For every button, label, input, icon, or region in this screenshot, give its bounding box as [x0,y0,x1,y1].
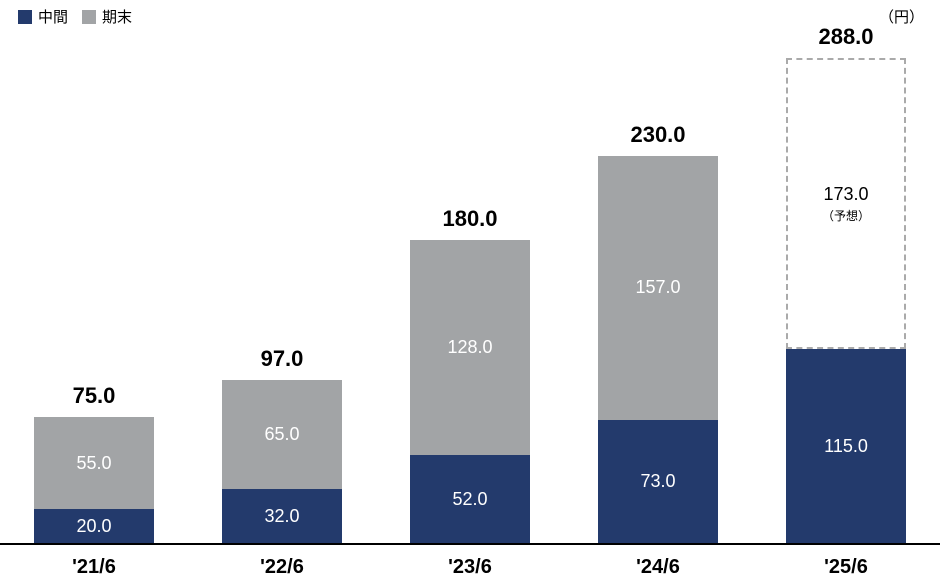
bar-segment-interim: 115.0 [786,349,906,543]
segment-value: 65.0 [264,424,299,445]
x-axis-label: '24/6 [598,556,718,579]
legend-item-interim: 中間 [18,6,68,27]
segment-value: 157.0 [635,277,680,298]
bar-stack: 73.0 157.0 [598,156,718,543]
legend-item-final: 期末 [82,6,132,27]
bar-slot: 52.0 128.0 180.0 [410,40,530,543]
bar-stack: 20.0 55.0 [34,417,154,543]
bar-segment-interim: 73.0 [598,420,718,543]
bar-slot: 20.0 55.0 75.0 [34,40,154,543]
x-axis-label: '25/6 [786,556,906,579]
bar-segment-interim: 20.0 [34,509,154,543]
bar-segment-final: 55.0 [34,417,154,510]
legend-label-interim: 中間 [38,6,68,27]
segment-value: 115.0 [824,436,868,457]
bar-stack: 32.0 65.0 [222,380,342,543]
segment-value: 55.0 [76,453,111,474]
bar-segment-interim: 32.0 [222,489,342,543]
segment-value: 32.0 [264,506,299,527]
bars-container: 20.0 55.0 75.0 32.0 65.0 97.0 52.0 128.0 180.0 73… [0,40,940,543]
segment-value: 173.0 [823,184,868,205]
bar-segment-final: 157.0 [598,156,718,420]
bar-segment-interim: 52.0 [410,455,530,543]
bar-total: 97.0 [222,346,342,372]
bar-segment-final: 65.0 [222,380,342,489]
x-axis-label: '22/6 [222,556,342,579]
bar-segment-final: 173.0 （予想） [786,58,906,349]
x-axis-label: '23/6 [410,556,530,579]
bar-slot: 73.0 157.0 230.0 [598,40,718,543]
segment-value: 20.0 [76,516,111,537]
bar-stack: 52.0 128.0 [410,240,530,543]
segment-subnote: （予想） [822,207,870,224]
legend-label-final: 期末 [102,6,132,27]
x-axis-label: '21/6 [34,556,154,579]
segment-value: 128.0 [447,337,492,358]
plot-area: 20.0 55.0 75.0 32.0 65.0 97.0 52.0 128.0 180.0 73… [0,40,940,545]
dividend-bar-chart: 中間 期末 （円） 20.055.075.032.065.097.052.012… [0,0,940,585]
bar-slot: 115.0173.0（予想）288.0 [786,40,906,543]
bar-total: 75.0 [34,383,154,409]
legend-swatch-final [82,10,96,24]
bar-slot: 32.0 65.0 97.0 [222,40,342,543]
bar-segment-final: 128.0 [410,240,530,455]
bar-total: 230.0 [598,122,718,148]
bar-stack: 115.0 173.0 （予想） [786,58,906,543]
legend: 中間 期末 [18,6,132,27]
bar-total: 288.0 [786,24,906,50]
segment-value: 73.0 [640,471,675,492]
segment-value: 52.0 [452,489,487,510]
x-axis-labels: '21/6 '22/6 '23/6 '24/6 '25/6 [0,556,940,579]
legend-swatch-interim [18,10,32,24]
bar-total: 180.0 [410,206,530,232]
